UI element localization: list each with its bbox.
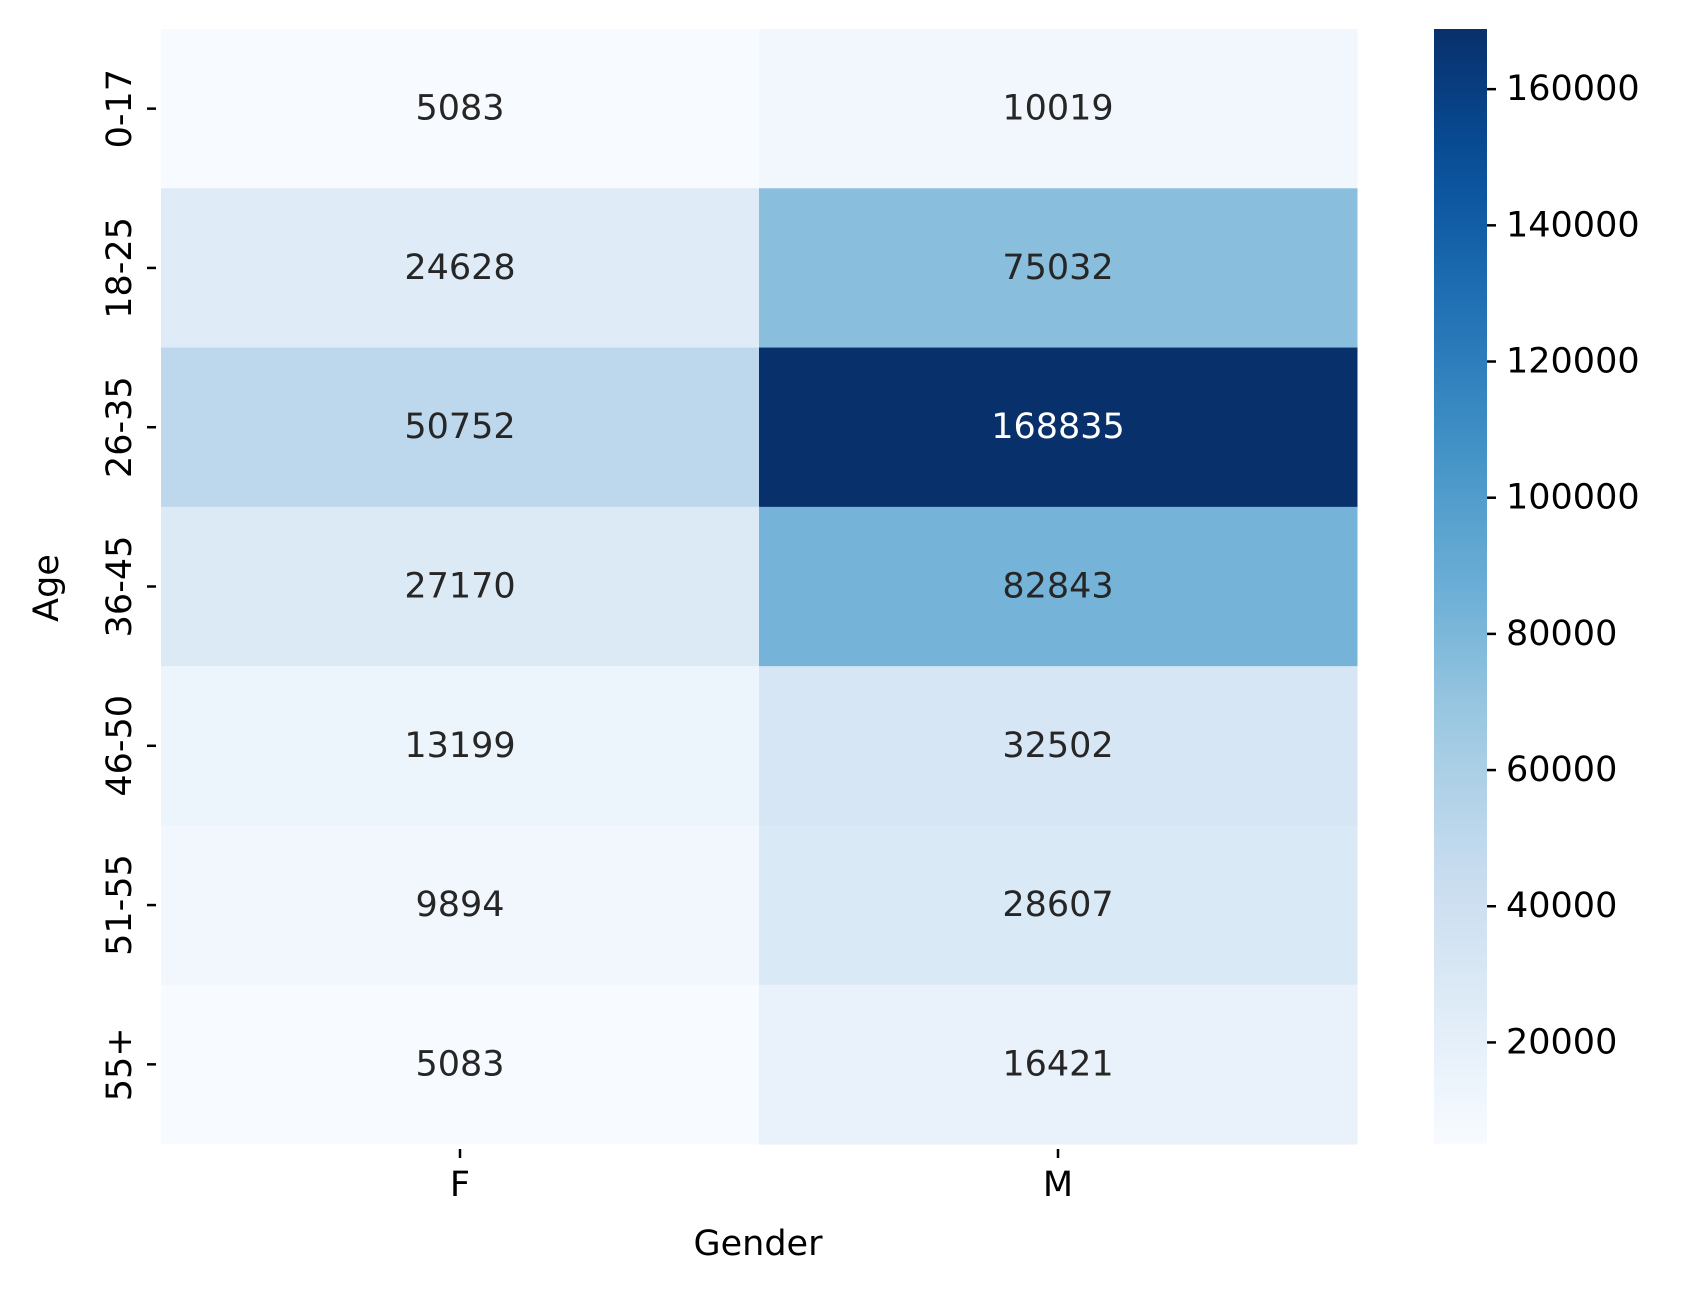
heatmap-cell bbox=[759, 506, 1358, 667]
cell-value-label: 5083 bbox=[415, 89, 504, 129]
heatmap-cell bbox=[161, 29, 760, 189]
y-tick-label: 18-25 bbox=[100, 217, 140, 319]
heatmap-cell bbox=[759, 347, 1358, 508]
cell-value-label: 168835 bbox=[991, 407, 1125, 447]
colorbar-tick-label: 100000 bbox=[1506, 478, 1640, 518]
colorbar-gradient bbox=[1434, 29, 1487, 1144]
colorbar-tick-label: 40000 bbox=[1506, 886, 1617, 926]
cell-value-label: 27170 bbox=[404, 567, 515, 607]
heatmap-cell bbox=[161, 347, 760, 508]
y-tick-label: 26-35 bbox=[100, 376, 140, 478]
heatmap-cell bbox=[759, 29, 1358, 189]
heatmap-cells bbox=[161, 29, 1358, 1145]
cell-value-label: 24628 bbox=[404, 248, 515, 288]
heatmap-cell bbox=[161, 984, 760, 1145]
cell-value-label: 9894 bbox=[415, 885, 504, 925]
x-axis-label: Gender bbox=[694, 1224, 824, 1264]
cell-annotations: 5083 10019 24628 75032 50752 168835 27170 82843… bbox=[404, 89, 1124, 1085]
colorbar-tick-label: 120000 bbox=[1506, 342, 1640, 382]
heatmap-cell bbox=[161, 188, 760, 349]
heatmap-cell bbox=[759, 188, 1358, 349]
heatmap-cell bbox=[161, 825, 760, 986]
cell-value-label: 13199 bbox=[404, 726, 515, 766]
heatmap-cell bbox=[161, 506, 760, 667]
y-tick-label: 55+ bbox=[100, 1027, 140, 1101]
heatmap-cell bbox=[759, 825, 1358, 986]
cell-value-label: 28607 bbox=[1002, 885, 1113, 925]
colorbar: 20000 40000 60000 80000 100000 120000 140000 16… bbox=[1434, 29, 1640, 1144]
cell-value-label: 10019 bbox=[1002, 89, 1113, 129]
colorbar-tick-label: 20000 bbox=[1506, 1022, 1617, 1062]
x-tick-label: F bbox=[450, 1165, 470, 1205]
y-tick-label: 0-17 bbox=[100, 69, 140, 148]
cell-value-label: 32502 bbox=[1002, 726, 1113, 766]
colorbar-tick-label: 140000 bbox=[1506, 205, 1640, 245]
heatmap-cell bbox=[759, 984, 1358, 1145]
heatmap-cell bbox=[759, 666, 1358, 826]
y-axis-label: Age bbox=[27, 554, 67, 622]
heatmap-cell bbox=[161, 666, 760, 826]
cell-value-label: 50752 bbox=[404, 407, 515, 447]
y-axis: 0-17 18-25 26-35 36-45 46-50 51-55 55+ bbox=[100, 69, 156, 1101]
y-tick-label: 36-45 bbox=[100, 536, 140, 638]
colorbar-tick-label: 160000 bbox=[1506, 69, 1640, 109]
x-tick-label: M bbox=[1043, 1165, 1073, 1205]
cell-value-label: 5083 bbox=[415, 1044, 504, 1084]
cell-value-label: 82843 bbox=[1002, 567, 1113, 607]
y-tick-label: 51-55 bbox=[100, 854, 140, 956]
colorbar-tick-label: 80000 bbox=[1506, 614, 1617, 654]
y-tick-label: 46-50 bbox=[100, 695, 140, 797]
cell-value-label: 16421 bbox=[1002, 1044, 1113, 1084]
colorbar-tick-label: 60000 bbox=[1506, 750, 1617, 790]
cell-value-label: 75032 bbox=[1002, 248, 1113, 288]
